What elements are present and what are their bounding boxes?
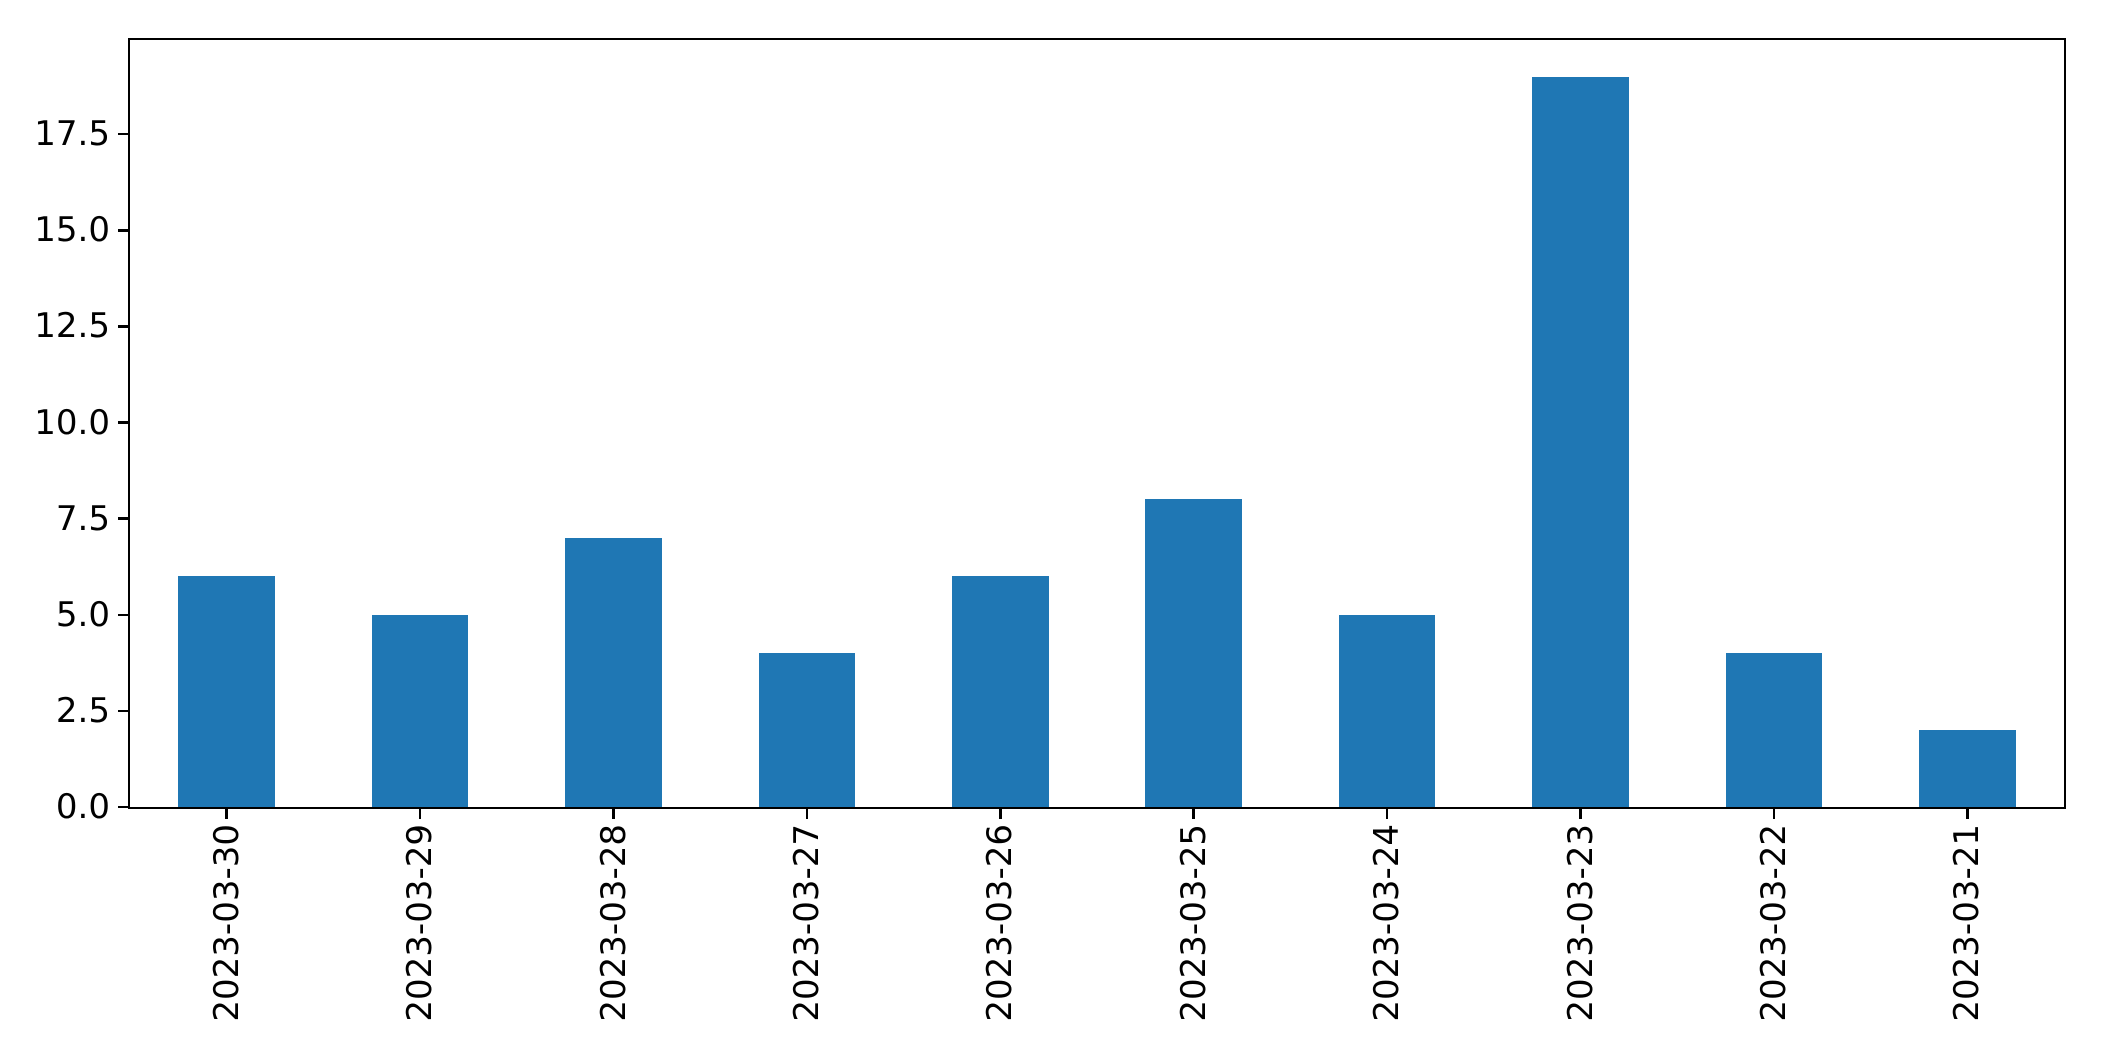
x-tick-mark [1385,809,1389,819]
x-tick-mark [1966,809,1969,819]
x-tick-label: 2023-03-26 [980,824,1021,1022]
x-tick-label: 2023-03-29 [400,824,441,1022]
bar-2023-03-30 [178,576,276,807]
y-tick-label: 5.0 [55,594,110,635]
x-tick-label: 2023-03-27 [786,824,827,1022]
bar-2023-03-21 [1918,730,2016,807]
bar-2023-03-24 [1338,614,1436,807]
y-tick-mark [118,805,128,809]
y-tick-mark [118,229,128,232]
y-tick-label: 2.5 [55,690,110,731]
y-tick-mark [118,325,128,328]
x-tick-mark [805,809,809,819]
x-tick-label: 2023-03-24 [1367,824,1408,1022]
y-tick-label: 0.0 [55,787,110,827]
x-tick-label: 2023-03-25 [1173,824,1214,1022]
y-tick-label: 17.5 [34,114,110,155]
x-tick-label: 2023-03-28 [593,824,634,1022]
y-tick-label: 10.0 [34,402,110,443]
x-tick-mark [999,809,1002,819]
y-tick-mark [118,517,128,520]
y-tick-mark [118,132,128,136]
x-tick-label: 2023-03-22 [1753,824,1794,1022]
y-tick-mark [118,421,128,424]
x-tick-mark [612,809,615,819]
x-tick-label: 2023-03-23 [1560,824,1601,1022]
bar-2023-03-29 [371,614,469,807]
y-tick-label: 12.5 [34,306,110,347]
plot-area: 2023-03-30 2023-03-29 2023-03-28 2023-03-27… [34,38,2066,1022]
x-tick-label: 2023-03-21 [1947,824,1988,1022]
x-tick-mark [225,809,228,819]
bar-2023-03-27 [758,653,856,807]
y-tick-mark [118,709,128,713]
bar-2023-03-23 [1532,76,1629,807]
x-tick-mark [418,809,422,819]
y-tick-label: 15.0 [34,210,110,251]
x-tick-mark [1192,809,1195,819]
bar-2023-03-22 [1725,653,1823,807]
y-tick-mark [118,613,128,617]
bar-2023-03-25 [1145,499,1243,807]
bar-2023-03-26 [951,576,1049,807]
y-tick-label: 7.5 [55,498,110,539]
x-tick-label: 2023-03-30 [206,824,247,1022]
x-tick-mark [1772,809,1776,819]
x-tick-mark [1579,809,1582,819]
bar-2023-03-28 [565,537,662,807]
